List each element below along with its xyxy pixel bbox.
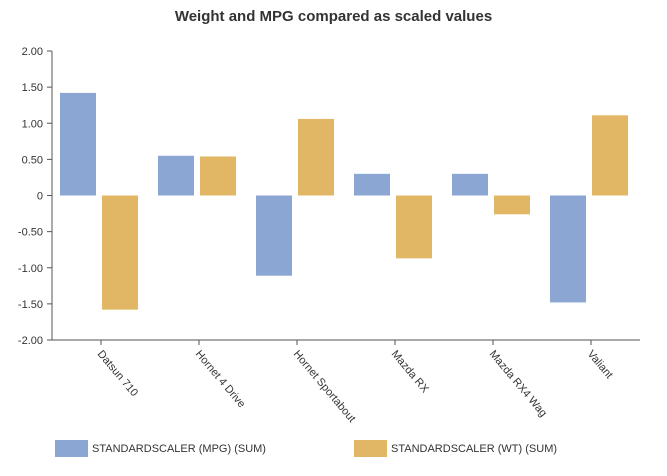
bar-mpg[interactable] <box>452 173 488 196</box>
x-tick-label: Mazda RX <box>389 348 432 396</box>
y-tick-label: 0 <box>37 191 43 203</box>
bar-wt[interactable] <box>102 195 138 310</box>
bar-mpg[interactable] <box>550 195 586 303</box>
y-tick-label: 1.50 <box>22 82 43 94</box>
x-tick-label: Hornet 4 Drive <box>193 348 248 410</box>
bars-layer <box>60 92 628 310</box>
x-tick-label: Datsun 710 <box>95 348 140 399</box>
bar-wt[interactable] <box>592 115 628 196</box>
legend-swatch <box>55 440 88 457</box>
legend-swatch <box>354 440 387 457</box>
y-tick-label: -1.50 <box>18 299 43 311</box>
bar-wt[interactable] <box>200 156 236 196</box>
legend-label: STANDARDSCALER (MPG) (SUM) <box>92 443 266 455</box>
bar-wt[interactable] <box>298 118 334 196</box>
legend-label: STANDARDSCALER (WT) (SUM) <box>391 443 557 455</box>
axes-layer: 2.00 1.50 1.00 0.50 0 -0.50 -1.00 -1.50 -2.00 <box>18 46 640 347</box>
bar-mpg[interactable] <box>354 173 390 196</box>
legend: STANDARDSCALER (MPG) (SUM) STANDARDSCALER… <box>55 440 557 457</box>
chart-title: Weight and MPG compared as scaled values <box>174 8 493 25</box>
labels-layer: Datsun 710 Hornet 4 Drive Hornet Sportabou… <box>95 348 615 425</box>
y-tick-label: -1.00 <box>18 263 43 275</box>
bar-mpg[interactable] <box>256 195 292 276</box>
y-tick-label: 0.50 <box>22 154 43 166</box>
y-tick-label: 1.00 <box>22 118 43 130</box>
x-tick-label: Hornet Sportabout <box>291 348 358 425</box>
bar-wt[interactable] <box>494 195 530 215</box>
y-tick-label: -2.00 <box>18 335 43 347</box>
bar-wt[interactable] <box>396 195 432 259</box>
y-tick-label: 2.00 <box>22 46 43 58</box>
bar-mpg[interactable] <box>158 155 194 196</box>
x-tick-label: Mazda RX4 Wag <box>487 348 549 419</box>
bar-mpg[interactable] <box>60 92 96 196</box>
y-tick-label: -0.50 <box>18 227 43 239</box>
x-tick-label: Valiant <box>585 348 615 381</box>
